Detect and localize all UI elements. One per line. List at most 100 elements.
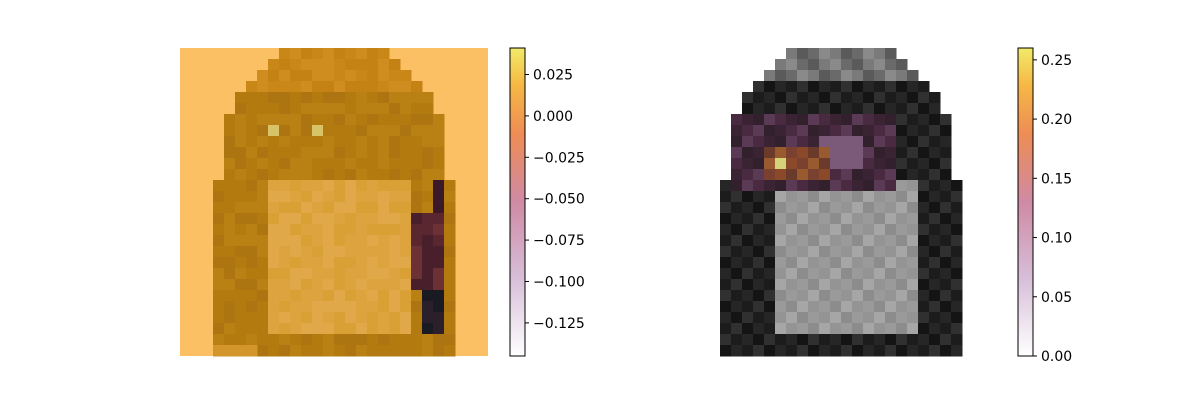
heatmap-cell (367, 70, 379, 82)
heatmap-cell (323, 345, 335, 357)
heatmap-cell (885, 191, 897, 203)
heatmap-cell (896, 235, 908, 247)
heatmap-cell (819, 114, 831, 126)
heatmap-cell (312, 158, 324, 170)
heatmap-cell (918, 213, 930, 225)
heatmap-cell (918, 257, 930, 269)
heatmap-cell (918, 301, 930, 313)
heatmap-cell (367, 114, 379, 126)
heatmap-cell (764, 290, 776, 302)
heatmap-cell (731, 268, 743, 280)
heatmap-cell (797, 136, 809, 148)
left-heatmap (180, 48, 488, 357)
heatmap-cell (764, 279, 776, 291)
heatmap-cell (896, 81, 908, 93)
heatmap-cell (918, 235, 930, 247)
heatmap-cell (411, 290, 423, 302)
heatmap-cell (389, 59, 401, 71)
heatmap-cell (378, 224, 390, 236)
right-colorbar-strip (1017, 47, 1034, 357)
heatmap-cell (257, 81, 269, 93)
heatmap-cell (874, 92, 886, 104)
heatmap-cell (224, 136, 236, 148)
heatmap-cell (863, 213, 875, 225)
heatmap-cell (885, 279, 897, 291)
heatmap-cell (929, 169, 941, 181)
heatmap-cell (830, 290, 842, 302)
heatmap-cell (907, 70, 919, 82)
colorbar-tick-label: 0.00 (1041, 349, 1072, 365)
heatmap-cell (808, 235, 820, 247)
heatmap-cell (951, 257, 963, 269)
heatmap-cell (257, 191, 269, 203)
heatmap-cell (874, 246, 886, 258)
heatmap-cell (356, 323, 368, 335)
heatmap-cell (345, 114, 357, 126)
heatmap-cell (356, 279, 368, 291)
heatmap-cell (224, 268, 236, 280)
heatmap-cell (235, 92, 247, 104)
heatmap-cell (323, 290, 335, 302)
heatmap-cell (918, 246, 930, 258)
heatmap-cell (246, 268, 258, 280)
heatmap-cell (951, 180, 963, 192)
heatmap-cell (290, 290, 302, 302)
heatmap-cell (885, 114, 897, 126)
heatmap-cell (257, 268, 269, 280)
heatmap-cell (290, 125, 302, 137)
heatmap-cell (290, 59, 302, 71)
heatmap-cell (874, 136, 886, 148)
heatmap-cell (323, 114, 335, 126)
heatmap-cell (356, 290, 368, 302)
heatmap-cell (433, 202, 445, 214)
heatmap-cell (389, 147, 401, 159)
heatmap-cell (444, 334, 456, 346)
heatmap-cell (334, 279, 346, 291)
heatmap-cell (279, 268, 291, 280)
heatmap-cell (444, 301, 456, 313)
heatmap-cell (389, 202, 401, 214)
heatmap-cell (411, 235, 423, 247)
heatmap-cell (411, 257, 423, 269)
colorbar-tick-label: 0.05 (1041, 290, 1072, 306)
heatmap-cell (235, 125, 247, 137)
heatmap-cell (378, 158, 390, 170)
heatmap-cell (367, 323, 379, 335)
heatmap-cell (301, 246, 313, 258)
heatmap-cell (863, 268, 875, 280)
heatmap-cell (720, 323, 732, 335)
heatmap-cell (940, 125, 952, 137)
heatmap-cell (268, 147, 280, 159)
heatmap-cell (389, 345, 401, 357)
heatmap-cell (786, 257, 798, 269)
heatmap-cell (830, 202, 842, 214)
heatmap-cell (334, 114, 346, 126)
heatmap-cell (907, 279, 919, 291)
heatmap-cell (334, 301, 346, 313)
heatmap-cell (334, 323, 346, 335)
heatmap-cell (841, 180, 853, 192)
heatmap-cell (356, 48, 368, 60)
heatmap-cell (356, 158, 368, 170)
heatmap-cell (433, 147, 445, 159)
heatmap-cell (312, 180, 324, 192)
heatmap-cell (841, 257, 853, 269)
heatmap-cell (323, 59, 335, 71)
heatmap-cell (323, 312, 335, 324)
heatmap-cell (400, 70, 412, 82)
heatmap-cell (323, 235, 335, 247)
heatmap-cell (389, 246, 401, 258)
heatmap-cell (213, 213, 225, 225)
heatmap-cell (279, 301, 291, 313)
heatmap-cell (742, 279, 754, 291)
heatmap-cell (907, 213, 919, 225)
heatmap-cell (345, 323, 357, 335)
heatmap-cell (852, 312, 864, 324)
heatmap-cell (433, 224, 445, 236)
heatmap-cell (808, 312, 820, 324)
heatmap-cell (819, 92, 831, 104)
heatmap-cell (918, 136, 930, 148)
heatmap-cell (411, 323, 423, 335)
heatmap-cell (951, 268, 963, 280)
